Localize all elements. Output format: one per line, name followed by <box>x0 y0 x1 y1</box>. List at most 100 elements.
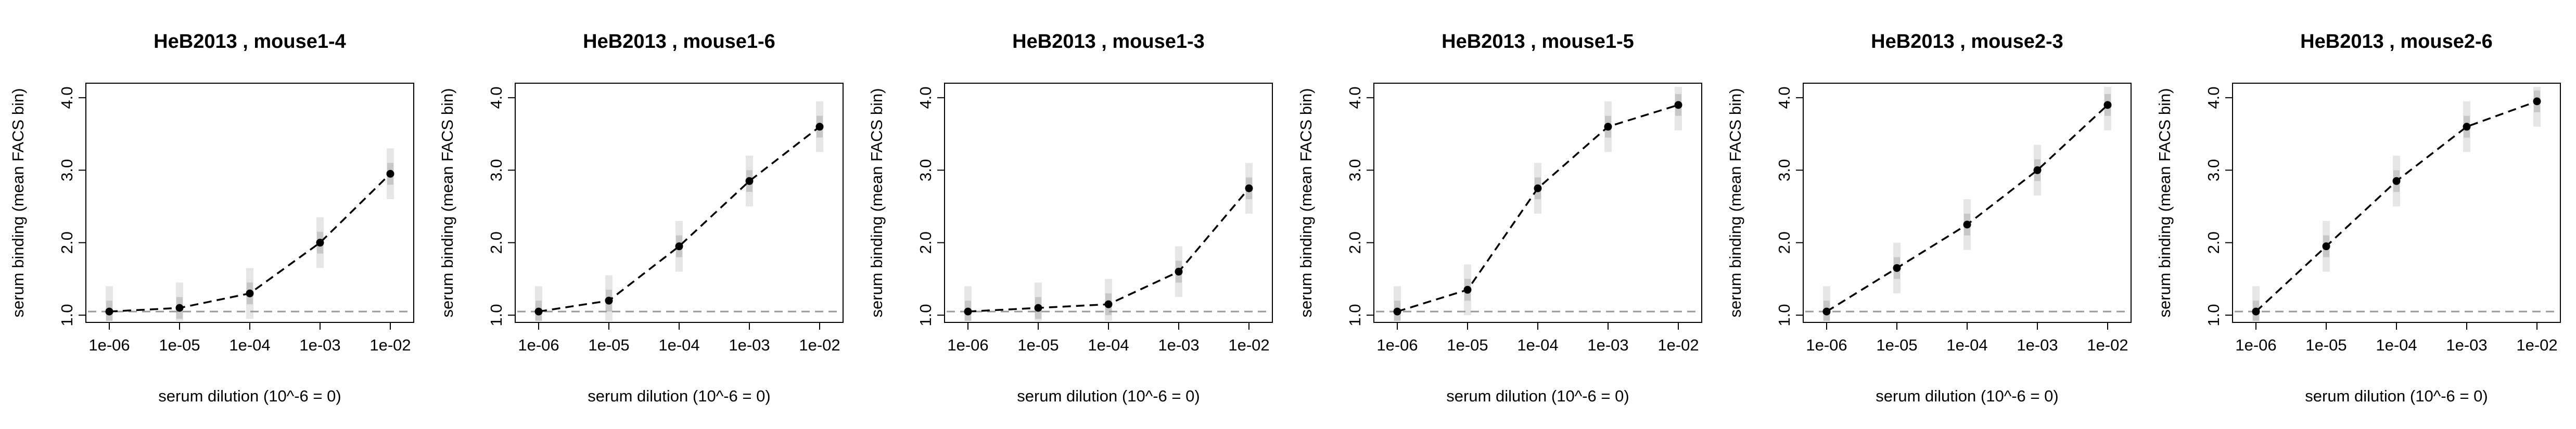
y-tick-label: 3.0 <box>916 159 935 181</box>
data-point <box>1534 184 1542 192</box>
y-axis-label: serum binding (mean FACS bin) <box>438 88 456 317</box>
y-tick-label: 1.0 <box>1775 304 1793 327</box>
data-point <box>386 170 394 178</box>
x-tick-label: 1e-05 <box>588 336 629 354</box>
x-tick-label: 1e-06 <box>518 336 559 354</box>
data-point <box>964 307 972 316</box>
data-point <box>1104 300 1113 308</box>
x-tick-label: 1e-05 <box>2305 336 2347 354</box>
x-axis-label: serum dilution (10^-6 = 0) <box>158 387 341 405</box>
y-tick-label: 4.0 <box>1775 86 1793 109</box>
chart-title: HeB2013 , mouse2-3 <box>1871 31 2063 53</box>
x-tick-label: 1e-03 <box>1158 336 1199 354</box>
x-tick-label: 1e-06 <box>2235 336 2276 354</box>
x-tick-label: 1e-04 <box>1946 336 1987 354</box>
x-tick-label: 1e-04 <box>229 336 270 354</box>
y-tick-label: 3.0 <box>1346 159 1364 181</box>
chart-title: HeB2013 , mouse1-5 <box>1442 31 1634 53</box>
x-axis-label: serum dilution (10^-6 = 0) <box>1017 387 1200 405</box>
x-tick-label: 1e-04 <box>1517 336 1558 354</box>
y-axis-label: serum binding (mean FACS bin) <box>1297 88 1315 317</box>
chart-panel: HeB2013 , mouse1-6 1e-06 1e-05 1e-04 1e-03 1e… <box>438 31 844 405</box>
x-tick-label: 1e-02 <box>799 336 840 354</box>
y-tick-label: 4.0 <box>2204 86 2223 109</box>
y-tick-label: 2.0 <box>58 231 76 254</box>
data-point <box>1034 304 1042 312</box>
y-tick-label: 3.0 <box>487 159 505 181</box>
y-axis-label: serum binding (mean FACS bin) <box>1726 88 1744 317</box>
chart-title: HeB2013 , mouse1-4 <box>154 31 346 53</box>
data-point <box>2103 101 2112 109</box>
y-axis-label: serum binding (mean FACS bin) <box>2156 88 2174 317</box>
x-tick-label: 1e-03 <box>1587 336 1628 354</box>
y-tick-label: 3.0 <box>1775 159 1793 181</box>
data-point <box>815 123 824 131</box>
data-point <box>1175 267 1183 276</box>
chart-title: HeB2013 , mouse1-3 <box>1012 31 1205 53</box>
data-point <box>105 307 113 316</box>
data-point <box>1893 264 1901 272</box>
data-point <box>1393 307 1401 316</box>
y-tick-label: 4.0 <box>1346 86 1364 109</box>
x-axis-label: serum dilution (10^-6 = 0) <box>2305 387 2488 405</box>
y-tick-label: 1.0 <box>58 304 76 327</box>
data-point <box>1463 285 1472 294</box>
y-tick-label: 1.0 <box>916 304 935 327</box>
x-tick-label: 1e-03 <box>299 336 340 354</box>
y-tick-label: 4.0 <box>487 86 505 109</box>
x-tick-label: 1e-02 <box>2516 336 2557 354</box>
chart-panel: HeB2013 , mouse1-5 1e-06 1e-05 1e-04 1e-03 1e… <box>1297 31 1702 405</box>
data-point <box>2463 123 2471 131</box>
y-tick-label: 4.0 <box>58 86 76 109</box>
y-tick-label: 1.0 <box>487 304 505 327</box>
chart-title: HeB2013 , mouse1-6 <box>583 31 775 53</box>
data-point <box>246 289 254 297</box>
y-axis-label: serum binding (mean FACS bin) <box>9 88 27 317</box>
chart-panel: HeB2013 , mouse1-4 1e-06 1e-05 1e-04 1e-03 1e… <box>9 31 414 405</box>
y-tick-label: 2.0 <box>1775 231 1793 254</box>
x-tick-label: 1e-02 <box>2087 336 2128 354</box>
x-axis-label: serum dilution (10^-6 = 0) <box>1876 387 2058 405</box>
data-point <box>534 307 543 316</box>
data-point <box>316 239 324 247</box>
x-tick-label: 1e-05 <box>1017 336 1059 354</box>
x-tick-label: 1e-03 <box>2446 336 2487 354</box>
data-point <box>2252 307 2260 316</box>
data-point <box>605 296 613 305</box>
x-tick-label: 1e-06 <box>947 336 988 354</box>
data-point <box>675 242 683 251</box>
series-line <box>538 126 821 313</box>
y-axis-label: serum binding (mean FACS bin) <box>868 88 886 317</box>
replicate-spread <box>1105 279 1112 321</box>
x-tick-label: 1e-05 <box>1447 336 1488 354</box>
data-point <box>745 177 754 185</box>
chart-title: HeB2013 , mouse2-6 <box>2300 31 2493 53</box>
y-tick-label: 2.0 <box>916 231 935 254</box>
y-tick-label: 2.0 <box>1346 231 1364 254</box>
data-point <box>175 304 184 312</box>
x-tick-label: 1e-06 <box>88 336 130 354</box>
y-tick-label: 3.0 <box>2204 159 2223 181</box>
y-tick-label: 1.0 <box>2204 304 2223 327</box>
x-tick-label: 1e-02 <box>369 336 411 354</box>
x-tick-label: 1e-02 <box>1228 336 1269 354</box>
plot-frame <box>515 83 844 323</box>
y-tick-label: 1.0 <box>1346 304 1364 327</box>
data-point <box>2392 177 2401 185</box>
replicate-spread <box>2533 86 2541 127</box>
data-point <box>1674 101 1682 109</box>
x-tick-label: 1e-02 <box>1657 336 1699 354</box>
x-tick-label: 1e-04 <box>658 336 699 354</box>
x-tick-label: 1e-05 <box>159 336 200 354</box>
x-axis-label: serum dilution (10^-6 = 0) <box>588 387 770 405</box>
x-axis-label: serum dilution (10^-6 = 0) <box>1446 387 1629 405</box>
x-tick-label: 1e-04 <box>1088 336 1129 354</box>
y-tick-label: 4.0 <box>916 86 935 109</box>
data-point <box>1963 220 1971 229</box>
chart-panel: HeB2013 , mouse1-3 1e-06 1e-05 1e-04 1e-03 1e… <box>868 31 1273 405</box>
data-point <box>2033 166 2042 174</box>
data-point <box>2533 97 2541 106</box>
chart-panel: HeB2013 , mouse2-6 1e-06 1e-05 1e-04 1e-03 1e… <box>2156 31 2561 405</box>
x-tick-label: 1e-05 <box>1876 336 1917 354</box>
